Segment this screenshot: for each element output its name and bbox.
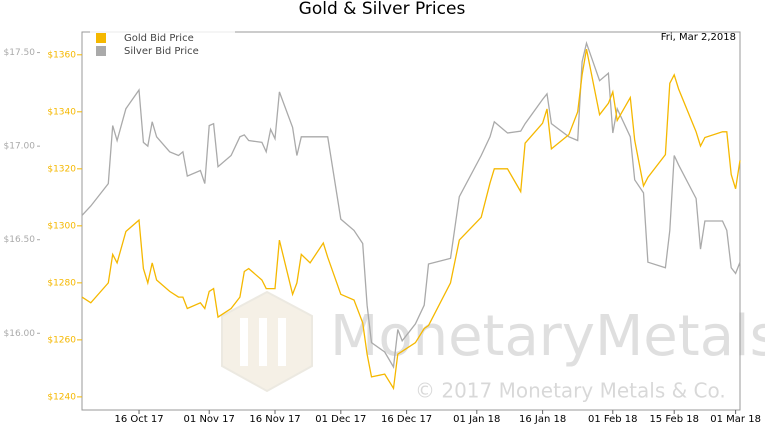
- legend-box: [90, 30, 235, 58]
- x-tick-label: 16 Jan 18: [519, 414, 566, 425]
- y-tick-label: $16.00: [4, 329, 36, 339]
- series-line: [81, 48, 741, 391]
- date-annotation: Fri, Mar 2,2018: [661, 32, 736, 43]
- watermark: MonetaryMetals: [330, 304, 765, 369]
- copyright: © 2017 Monetary Metals & Co.: [415, 379, 726, 403]
- legend-label: Gold Bid Price: [124, 33, 194, 44]
- series-line: [81, 40, 741, 370]
- y-tick-label: $16.50: [4, 235, 36, 245]
- x-tick-label: 01 Feb 18: [588, 414, 638, 425]
- legend-swatch: [96, 33, 106, 43]
- x-tick-label: 01 Mar 18: [710, 414, 761, 425]
- y2-tick-label: $1240: [47, 392, 76, 402]
- chart-title: Gold & Silver Prices: [299, 0, 466, 19]
- x-tick-label: 16 Oct 17: [114, 414, 163, 425]
- plot-frame: [81, 31, 741, 411]
- legend-swatch: [96, 46, 106, 56]
- x-tick-label: 01 Jan 18: [453, 414, 500, 425]
- watermark-logo: [221, 290, 313, 393]
- y2-tick-label: $1320: [47, 164, 76, 174]
- x-tick-label: 16 Dec 17: [381, 414, 432, 425]
- x-tick-label: 16 Nov 17: [249, 414, 300, 425]
- y2-tick-label: $1340: [47, 107, 76, 117]
- y2-tick-label: $1280: [47, 278, 76, 288]
- x-tick-label: 01 Dec 17: [315, 414, 366, 425]
- y2-tick-label: $1260: [47, 335, 76, 345]
- y-tick-label: $17.50: [4, 48, 36, 58]
- x-tick-label: 15 Feb 18: [649, 414, 699, 425]
- x-tick-label: 01 Nov 17: [184, 414, 235, 425]
- y-tick-label: $17.00: [4, 142, 36, 152]
- y2-tick-label: $1360: [47, 50, 76, 60]
- legend-label: Silver Bid Price: [124, 46, 199, 57]
- y2-tick-label: $1300: [47, 221, 76, 231]
